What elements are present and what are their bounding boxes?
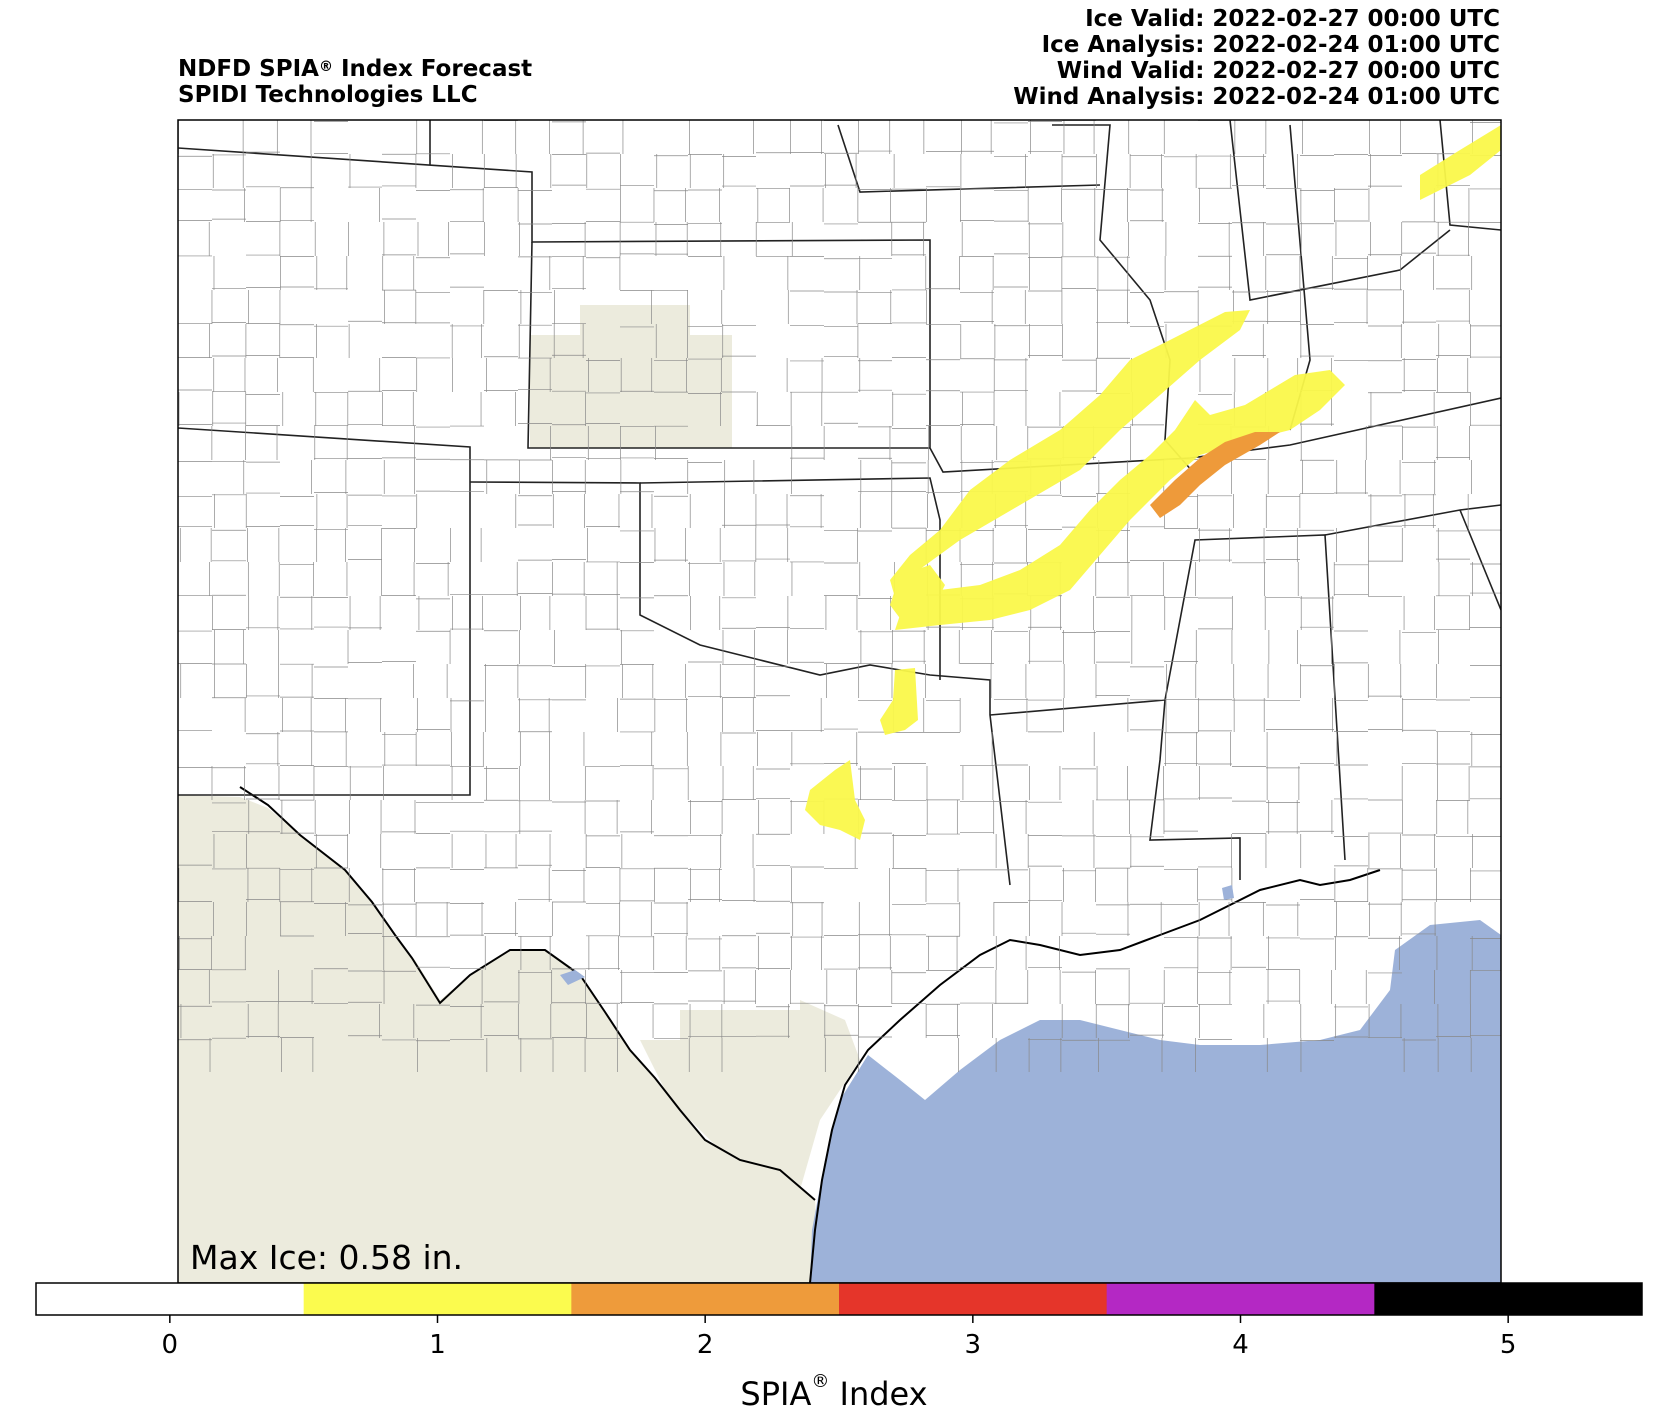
ice-analysis-time: Ice Analysis: 2022-02-24 01:00 UTC — [1041, 32, 1500, 58]
colorbar-tick-label: 3 — [964, 1330, 982, 1360]
colorbar-registered-mark: ® — [811, 1371, 830, 1392]
max-ice-label: Max Ice: 0.58 in. — [190, 1238, 464, 1277]
colorbar-label-prefix: SPIA — [740, 1375, 812, 1413]
colorbar — [36, 1283, 1643, 1315]
colorbar-tick-marks — [169, 1315, 1509, 1323]
title-company: SPIDI Technologies LLC — [178, 82, 478, 108]
colorbar-tick-label: 4 — [1232, 1330, 1249, 1360]
ice-valid-time: Ice Valid: 2022-02-27 00:00 UTC — [1085, 6, 1500, 32]
map-layers — [178, 120, 1501, 1283]
colorbar-segment-1 — [303, 1283, 572, 1315]
ice-patch-central-texas — [805, 760, 865, 840]
timestamp-block: Ice Valid: 2022-02-27 00:00 UTC Ice Anal… — [1013, 6, 1500, 110]
kansas-shaded-area — [530, 305, 732, 448]
ice-patch-northeast — [1420, 125, 1501, 200]
title-product: NDFD SPIA — [178, 56, 319, 82]
gulf-coastline — [809, 869, 1381, 1283]
ice-patch-arkansas-west — [890, 565, 945, 625]
colorbar-frame — [35, 1282, 1643, 1316]
colorbar-segment-2 — [571, 1283, 840, 1315]
title-product-suffix: Index Forecast — [332, 56, 533, 82]
colorbar-segment-0 — [36, 1283, 305, 1315]
lake-patch-2 — [1222, 885, 1234, 900]
colorbar-tick-label: 2 — [696, 1330, 714, 1360]
ice-level-2-areas — [1150, 432, 1280, 518]
colorbar-segment-3 — [839, 1283, 1108, 1315]
registered-mark: ® — [318, 59, 333, 75]
ice-patch-red-river — [880, 668, 918, 735]
colorbar-label: SPIA® Index — [0, 1371, 1668, 1413]
wind-analysis-time: Wind Analysis: 2022-02-24 01:00 UTC — [1013, 84, 1500, 110]
south-texas-shaded-area — [640, 1000, 860, 1230]
colorbar-tick-label: 0 — [161, 1330, 179, 1360]
colorbar-tick-label: 5 — [1499, 1330, 1517, 1360]
colorbar-segment-5 — [1374, 1283, 1643, 1315]
gulf-of-mexico — [810, 920, 1501, 1283]
ice-band-orange — [1150, 432, 1280, 518]
ice-level-1-areas — [805, 125, 1501, 840]
wind-valid-time: Wind Valid: 2022-02-27 00:00 UTC — [1056, 58, 1500, 84]
colorbar-tick-label: 1 — [429, 1330, 446, 1360]
map-title: NDFD SPIA® Index Forecast SPIDI Technolo… — [178, 56, 532, 108]
mexico-land — [178, 795, 820, 1283]
colorbar-segment-4 — [1106, 1283, 1375, 1315]
colorbar-label-suffix: Index — [829, 1375, 928, 1413]
lake-patch — [560, 970, 585, 985]
